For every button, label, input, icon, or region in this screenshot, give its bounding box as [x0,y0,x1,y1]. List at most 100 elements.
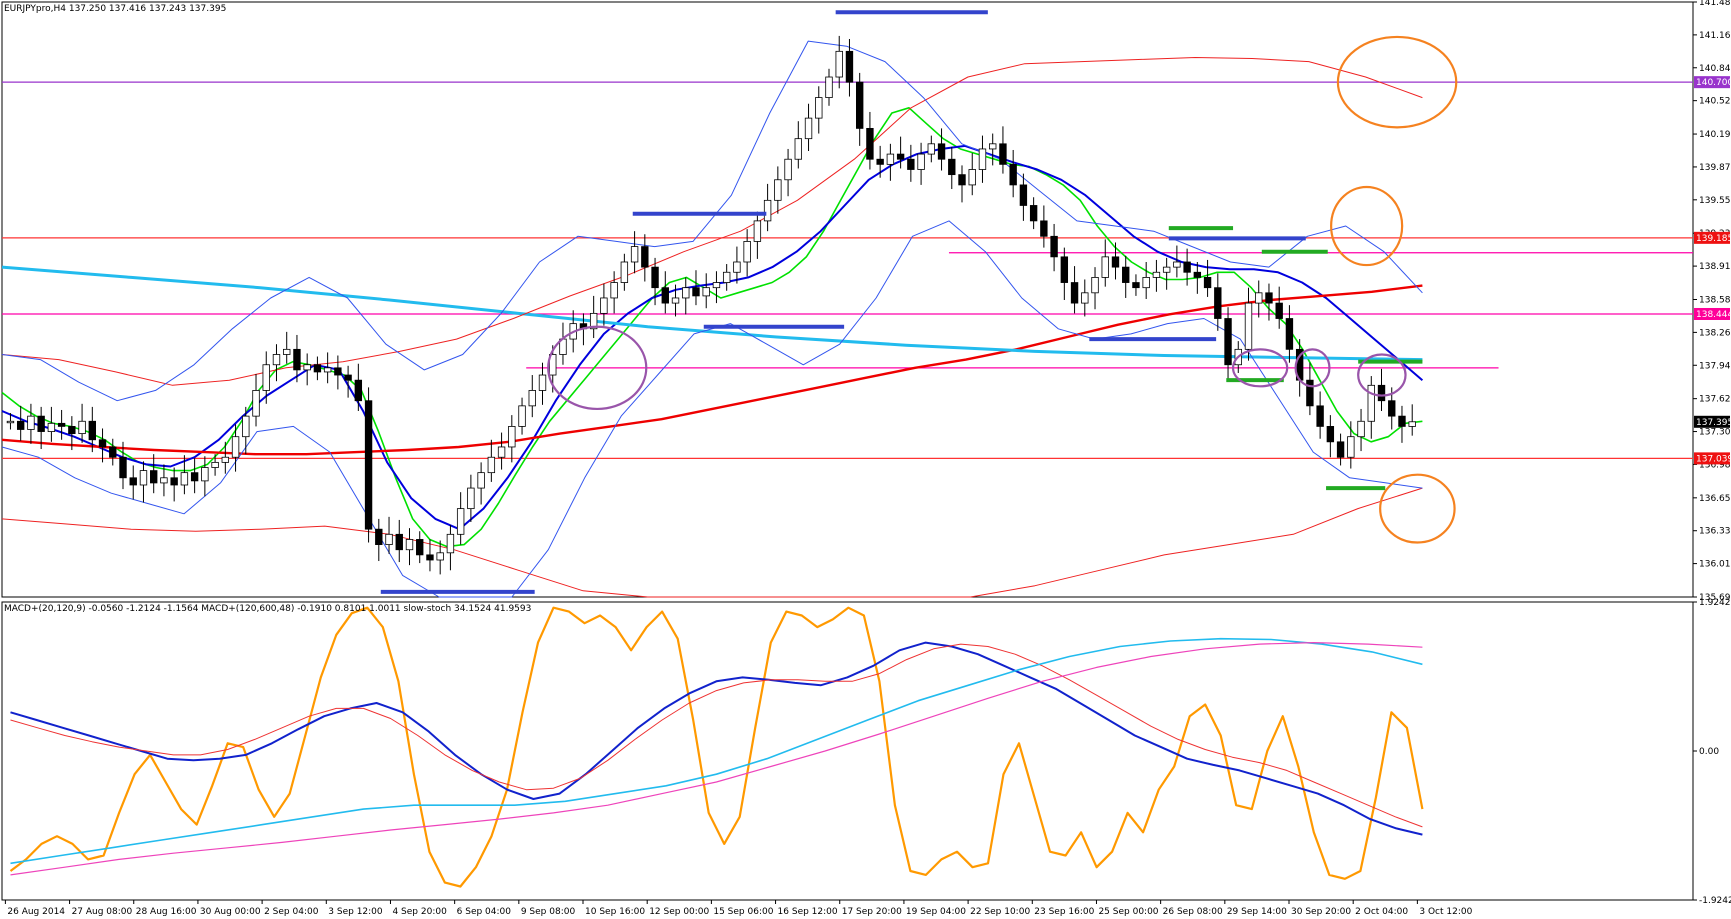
candle-body [426,554,434,561]
candle-body [763,199,772,222]
candle [1111,242,1120,280]
candle-body [958,174,966,186]
candle [518,397,526,435]
time-tick-label: 3 Oct 12:00 [1419,907,1472,917]
candle [190,458,199,494]
bollinger-upper-line [1,40,1423,402]
price-tick-label: 138.910 [1699,262,1731,272]
candle-body [692,287,700,297]
candle-body [1244,302,1253,350]
candle [242,406,250,455]
candle-body [835,50,843,78]
candle-body [538,374,547,391]
candle [1040,205,1048,248]
orange-highlight-circle [1330,185,1404,267]
price-label: 137.039 [1694,452,1731,465]
candle-body [201,467,209,482]
macd-slow-signal-line [10,641,1423,876]
candle-body [211,461,219,468]
time-tick-label: 10 Sep 16:00 [585,907,645,917]
candle-body [477,472,485,489]
candle [405,528,414,566]
candle [692,270,700,306]
candle-body [641,246,649,268]
candle-body [1377,384,1386,402]
candle-body [252,390,260,417]
candle [1081,279,1089,317]
candle-body [446,533,455,554]
price-header: EURJPYpro,H4 137.250 137.416 137.243 137… [4,4,226,14]
candle [180,455,189,495]
price-label: 138.444 [1694,307,1731,320]
candle [774,166,782,214]
candle [1091,267,1099,310]
candle-body [78,420,86,435]
candle-body [508,426,516,448]
candle-body [968,169,976,186]
candle [1255,280,1263,318]
price-label-box [1694,415,1730,428]
candle-body [1152,271,1161,278]
price-label-box [1694,452,1730,465]
candle-body [1398,415,1406,427]
candle [661,271,669,314]
candle-body [1173,261,1181,268]
time-tick-label: 26 Sep 08:00 [1163,907,1223,917]
candle-body [1285,318,1294,350]
candle [109,438,117,466]
candle [958,165,966,203]
candle [47,406,56,442]
candle [6,413,15,430]
candle-body [1101,256,1109,278]
time-tick-label: 22 Sep 10:00 [970,907,1030,917]
purple-highlight-circle [1357,353,1407,397]
candle [722,264,731,291]
candle [293,334,301,383]
price-tick-label: 138.585 [1699,296,1731,306]
candle-body [1203,277,1212,289]
indicator-tick-label: -1.9242 [1699,896,1731,906]
candle [1019,173,1028,221]
candle-body [16,420,25,430]
candle-body [467,487,475,510]
time-tick-label: 26 Aug 2014 [7,907,65,917]
candle [1122,255,1130,298]
candle-body [354,379,363,402]
candle-body [1122,266,1130,283]
candle [866,111,874,170]
candle-body [344,374,352,381]
candle [825,68,833,106]
candle [528,375,536,418]
time-tick-label: 3 Sep 12:00 [328,907,383,917]
candle [937,128,946,171]
candle-body [1193,271,1202,278]
time-tick-label: 30 Aug 00:00 [200,907,261,917]
time-tick-label: 6 Sep 04:00 [457,907,512,917]
indicator-header: MACD+(20,120,9) -0.0560 -1.2124 -1.1564 … [4,604,531,614]
candle-body [242,415,250,438]
candle-body [1111,256,1120,268]
candle-body [917,153,925,170]
candle-body [518,405,526,427]
candle-body [109,446,117,458]
candle [395,519,403,563]
candle-body [528,390,536,407]
candle-body [855,81,864,129]
candle-body [589,312,598,330]
candle [119,441,127,490]
candle-body [671,297,680,304]
candle-body [293,348,301,371]
candle-body [6,420,15,424]
price-label-box [1694,76,1730,89]
price-tick-label: 138.265 [1699,328,1731,338]
candle [1214,273,1222,331]
candle-body [1326,426,1335,443]
candle [999,126,1007,174]
candle-body [57,422,66,427]
candle-body [283,348,291,355]
macd-fast-signal-line [10,643,1423,828]
candle [620,253,629,291]
price-label-text: 138.444 [1696,310,1731,320]
time-tick-label: 27 Aug 08:00 [72,907,133,917]
candle-body [549,354,557,376]
